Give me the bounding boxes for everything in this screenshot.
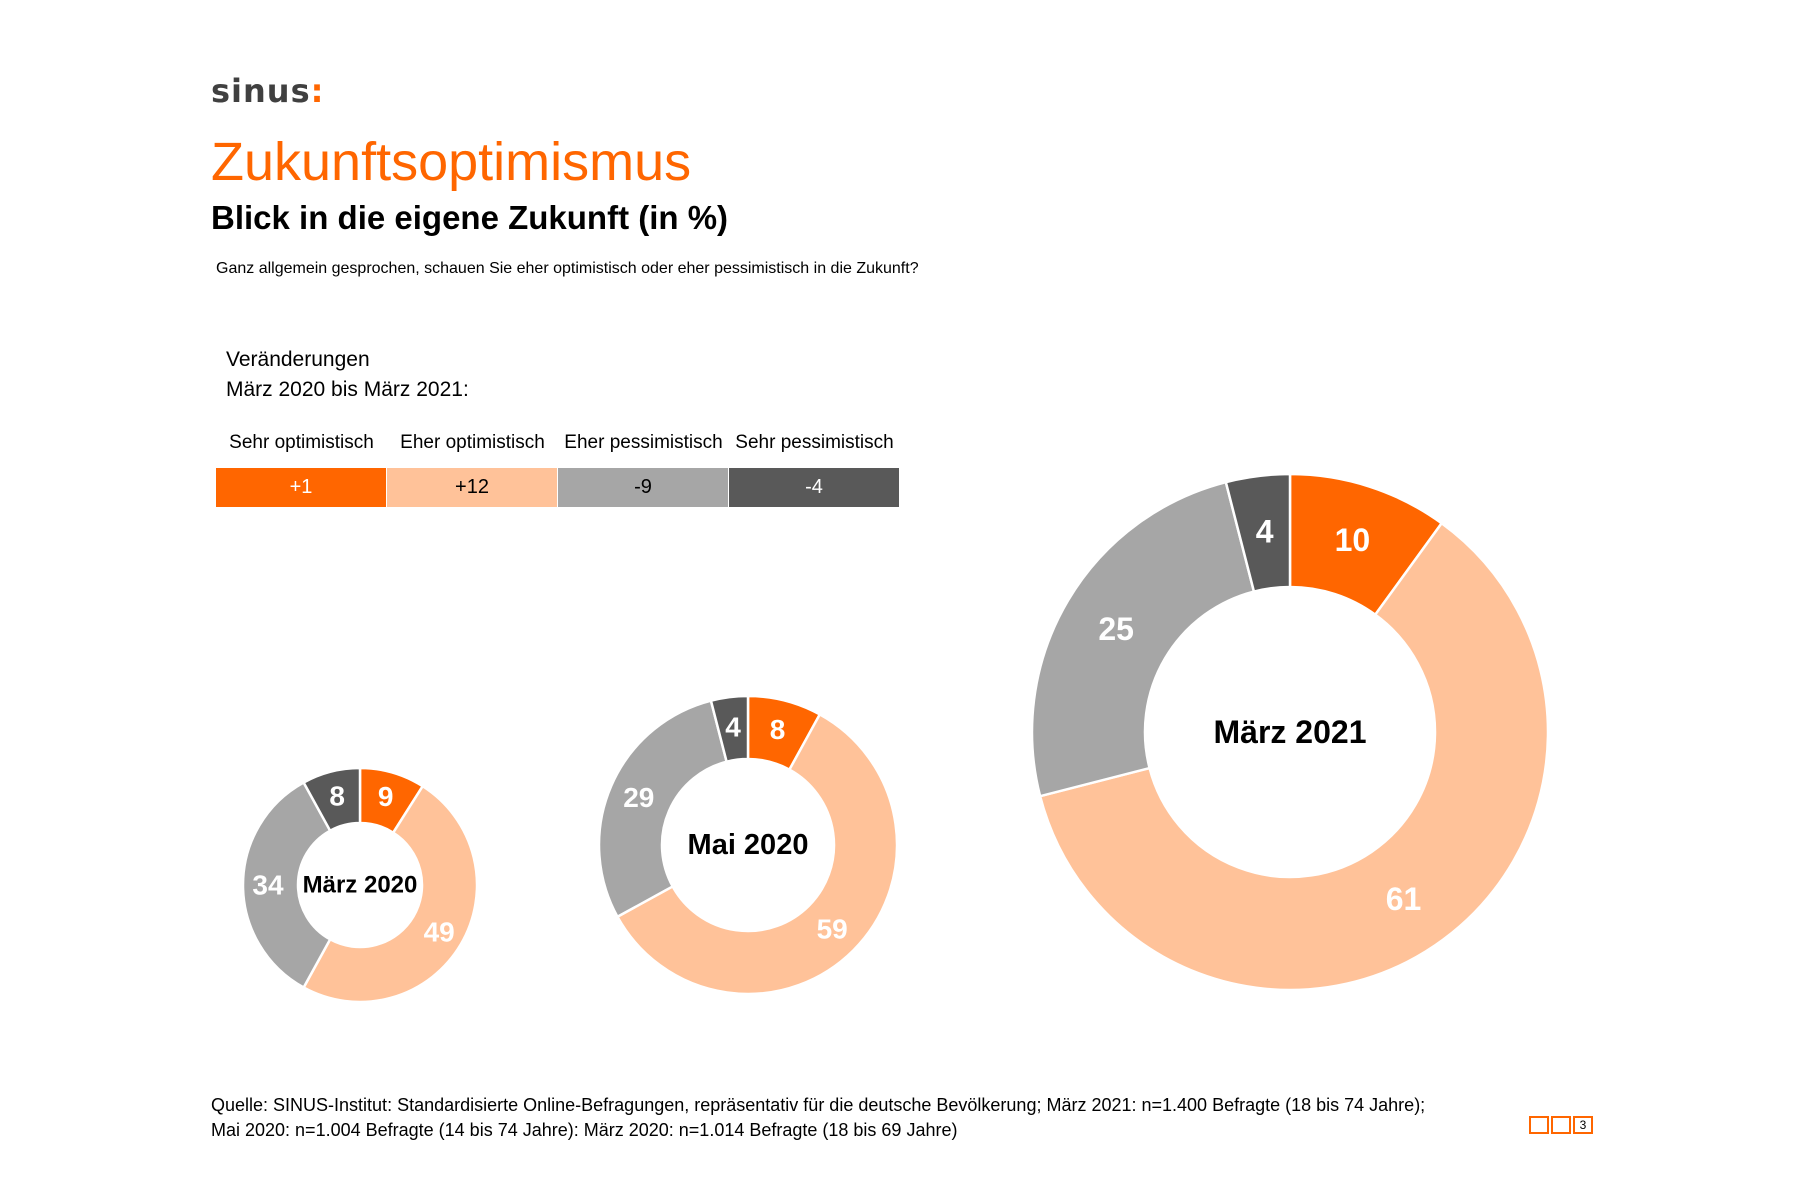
logo-dots: :: [310, 72, 325, 110]
donut-value-label-eher-optimistisch: 59: [817, 914, 848, 945]
donut-value-label-sehr-optimistisch: 10: [1335, 522, 1371, 558]
page-title: Zukunftsoptimismus: [211, 132, 692, 192]
donut-slice-eher-pessimistisch: [597, 699, 729, 919]
source-note: Quelle: SINUS-Institut: Standardisierte …: [211, 1093, 1511, 1143]
legend-label-eher-optimistisch: Eher optimistisch: [400, 432, 545, 453]
donut-value-label-sehr-pessimistisch: 4: [725, 711, 741, 742]
donut-slice-eher-pessimistisch: [1030, 480, 1256, 798]
donut-value-label-sehr-optimistisch: 9: [378, 781, 394, 812]
legend-label-sehr-pessimistisch: Sehr pessimistisch: [735, 432, 894, 453]
donut-value-label-eher-pessimistisch: 25: [1098, 611, 1134, 647]
changes-values-row: +1 +12 -9 -4: [216, 468, 900, 507]
survey-question: Ganz allgemein gesprochen, schauen Sie e…: [216, 260, 919, 277]
page-marker-box: [1529, 1116, 1549, 1134]
donut-center-label: März 2020: [303, 872, 418, 899]
source-line1: Quelle: SINUS-Institut: Standardisierte …: [211, 1095, 1426, 1115]
legend-label-eher-pessimistisch: Eher pessimistisch: [564, 432, 723, 453]
donut-center-label: März 2021: [1214, 714, 1367, 750]
donut-slice-eher-optimistisch: [615, 712, 899, 996]
donut-slice-sehr-pessimistisch: [709, 694, 750, 764]
donut-value-label-eher-optimistisch: 49: [424, 916, 455, 947]
changes-heading-line2: März 2020 bis März 2021:: [226, 378, 469, 401]
donut-value-label-sehr-pessimistisch: 8: [329, 780, 345, 811]
donut-slice-eher-pessimistisch: [241, 780, 332, 990]
donut-value-label-eher-pessimistisch: 29: [623, 782, 654, 813]
legend-label-sehr-optimistisch: Sehr optimistisch: [229, 432, 374, 453]
donut-value-label-eher-optimistisch: 61: [1386, 881, 1422, 917]
page-number: 3: [1573, 1116, 1593, 1134]
change-value-sehr-optimistisch: +1: [216, 468, 386, 507]
donut-slice-eher-optimistisch: [301, 784, 479, 1004]
donut-slice-eher-optimistisch: [1038, 521, 1550, 992]
donut-value-label-sehr-optimistisch: 8: [770, 714, 786, 745]
donut-center-label: Mai 2020: [688, 829, 809, 861]
change-value-eher-pessimistisch: -9: [558, 468, 728, 507]
page-subtitle: Blick in die eigene Zukunft (in %): [211, 199, 729, 236]
change-value-sehr-pessimistisch: -4: [729, 468, 899, 507]
sinus-logo: sinus:: [211, 72, 324, 110]
page-marker: 3: [1529, 1116, 1593, 1134]
donut-value-label-eher-pessimistisch: 34: [252, 870, 284, 901]
change-value-eher-optimistisch: +12: [387, 468, 557, 507]
source-line2: Mai 2020: n=1.004 Befragte (14 bis 74 Ja…: [211, 1120, 958, 1140]
donut-slice-sehr-pessimistisch: [1224, 472, 1292, 594]
donut-value-label-sehr-pessimistisch: 4: [1256, 514, 1274, 550]
page-marker-box: [1551, 1116, 1571, 1134]
donut-slice-sehr-pessimistisch: [301, 766, 362, 833]
changes-heading: Veränderungen März 2020 bis März 2021:: [226, 345, 469, 405]
changes-heading-line1: Veränderungen: [226, 348, 370, 371]
logo-text: sinus: [211, 72, 311, 110]
changes-legend: Sehr optimistisch Eher optimistisch Eher…: [216, 432, 900, 454]
